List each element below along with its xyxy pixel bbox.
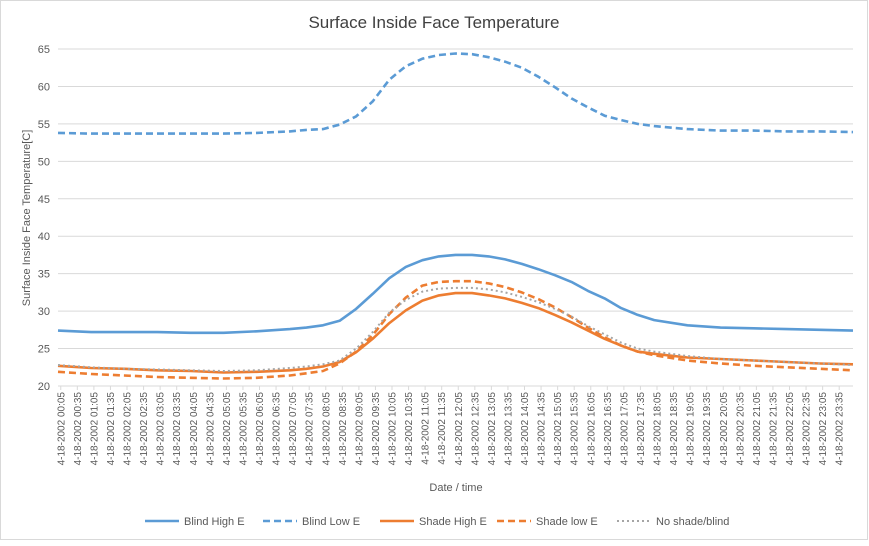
y-tick-label: 35 bbox=[38, 269, 50, 281]
x-tick-label: 4-18-2002 18:35 bbox=[669, 392, 680, 466]
x-tick-label: 4-18-2002 09:35 bbox=[371, 392, 382, 466]
x-tick-label: 4-18-2002 09:05 bbox=[354, 392, 365, 466]
x-tick-label: 4-18-2002 06:05 bbox=[255, 392, 266, 466]
y-tick-label: 20 bbox=[38, 381, 50, 393]
x-tick-label: 4-18-2002 02:05 bbox=[123, 392, 134, 466]
legend-label: Blind High E bbox=[184, 516, 245, 528]
x-tick-label: 4-18-2002 11:35 bbox=[437, 392, 448, 465]
x-tick-label: 4-18-2002 10:05 bbox=[388, 392, 399, 466]
series-line-blind-low-e bbox=[57, 52, 854, 135]
legend: Blind High E Blind Low E Shade High E Shade… bbox=[145, 516, 729, 528]
x-tick-label: 4-18-2002 13:35 bbox=[503, 392, 514, 466]
x-tick-label: 4-18-2002 21:35 bbox=[768, 392, 779, 466]
x-tick-label: 4-18-2002 23:05 bbox=[818, 392, 829, 466]
x-tick-label: 4-18-2002 12:35 bbox=[470, 392, 481, 466]
y-tick-label: 65 bbox=[38, 44, 50, 56]
x-tick-label: 4-18-2002 14:35 bbox=[537, 392, 548, 466]
series-line-no-shade-blind bbox=[57, 286, 854, 372]
x-tick-label: 4-18-2002 16:35 bbox=[603, 392, 614, 466]
y-tick-label: 60 bbox=[38, 81, 50, 93]
legend-label: Shade low E bbox=[536, 516, 598, 528]
x-tick-label: 4-18-2002 02:35 bbox=[139, 392, 150, 466]
x-tick-label: 4-18-2002 08:05 bbox=[321, 392, 332, 466]
x-tick-label: 4-18-2002 15:05 bbox=[553, 392, 564, 466]
y-axis-label: Surface Inside Face Temperature[C] bbox=[21, 130, 33, 307]
series-line-shade-high-e bbox=[57, 291, 854, 374]
chart-title: Surface Inside Face Temperature bbox=[308, 13, 559, 32]
y-tick-label: 55 bbox=[38, 119, 50, 131]
grid-lines bbox=[58, 48, 853, 387]
x-tick-label: 4-18-2002 00:35 bbox=[73, 392, 84, 466]
x-tick-label: 4-18-2002 04:35 bbox=[205, 392, 216, 466]
x-tick-label: 4-18-2002 03:35 bbox=[172, 392, 183, 466]
y-tick-label: 40 bbox=[38, 231, 50, 243]
x-tick-label: 4-18-2002 05:05 bbox=[222, 392, 233, 466]
y-tick-label: 45 bbox=[38, 194, 50, 206]
x-tick-label: 4-18-2002 10:35 bbox=[404, 392, 415, 466]
x-tick-label: 4-18-2002 05:35 bbox=[238, 392, 249, 466]
x-axis-label: Date / time bbox=[429, 482, 482, 494]
x-tick-label: 4-18-2002 06:35 bbox=[272, 392, 283, 466]
x-tick-label: 4-18-2002 21:05 bbox=[752, 392, 763, 466]
x-tick-label: 4-18-2002 19:05 bbox=[686, 392, 697, 466]
x-tick-label: 4-18-2002 01:35 bbox=[106, 392, 117, 466]
x-tick-label: 4-18-2002 20:35 bbox=[735, 392, 746, 466]
x-tick-label: 4-18-2002 08:35 bbox=[338, 392, 349, 466]
x-tick-label: 4-18-2002 14:05 bbox=[520, 392, 531, 466]
x-tick-label: 4-18-2002 16:05 bbox=[586, 392, 597, 466]
series-lines bbox=[57, 52, 854, 380]
x-tick-label: 4-18-2002 03:05 bbox=[156, 392, 167, 466]
x-tick-label: 4-18-2002 12:05 bbox=[454, 392, 465, 466]
x-tick-label: 4-18-2002 11:05 bbox=[421, 392, 432, 465]
x-tick-label: 4-18-2002 23:35 bbox=[835, 392, 846, 466]
legend-label: Blind Low E bbox=[302, 516, 360, 528]
x-tick-label: 4-18-2002 00:05 bbox=[56, 392, 67, 466]
x-tick-label: 4-18-2002 15:35 bbox=[570, 392, 581, 466]
x-tick-label: 4-18-2002 17:35 bbox=[636, 392, 647, 466]
x-tick-label: 4-18-2002 17:05 bbox=[619, 392, 630, 466]
x-tick-label: 4-18-2002 13:05 bbox=[487, 392, 498, 466]
x-tick-label: 4-18-2002 20:05 bbox=[719, 392, 730, 466]
series-line-shade-low-e bbox=[57, 279, 854, 380]
x-tick-label: 4-18-2002 18:05 bbox=[653, 392, 664, 466]
y-tick-label: 25 bbox=[38, 344, 50, 356]
series-line-blind-high-e bbox=[57, 253, 854, 335]
legend-label: Shade High E bbox=[419, 516, 487, 528]
x-tick-label: 4-18-2002 07:35 bbox=[305, 392, 316, 466]
x-tick-label: 4-18-2002 22:05 bbox=[785, 392, 796, 466]
y-tick-label: 50 bbox=[38, 156, 50, 168]
x-tick-label: 4-18-2002 04:05 bbox=[189, 392, 200, 466]
y-axis-tick-labels: 20 25 30 35 40 45 50 55 60 65 bbox=[38, 44, 50, 393]
x-tick-label: 4-18-2002 19:35 bbox=[702, 392, 713, 466]
x-axis-tick-labels: 4-18-2002 00:05 4-18-2002 00:35 4-18-2002 … bbox=[56, 386, 846, 466]
x-tick-label: 4-18-2002 22:35 bbox=[802, 392, 813, 466]
x-tick-label: 4-18-2002 07:05 bbox=[288, 392, 299, 466]
x-tick-label: 4-18-2002 01:05 bbox=[89, 392, 100, 466]
y-tick-label: 30 bbox=[38, 306, 50, 318]
legend-label: No shade/blind bbox=[656, 516, 729, 528]
